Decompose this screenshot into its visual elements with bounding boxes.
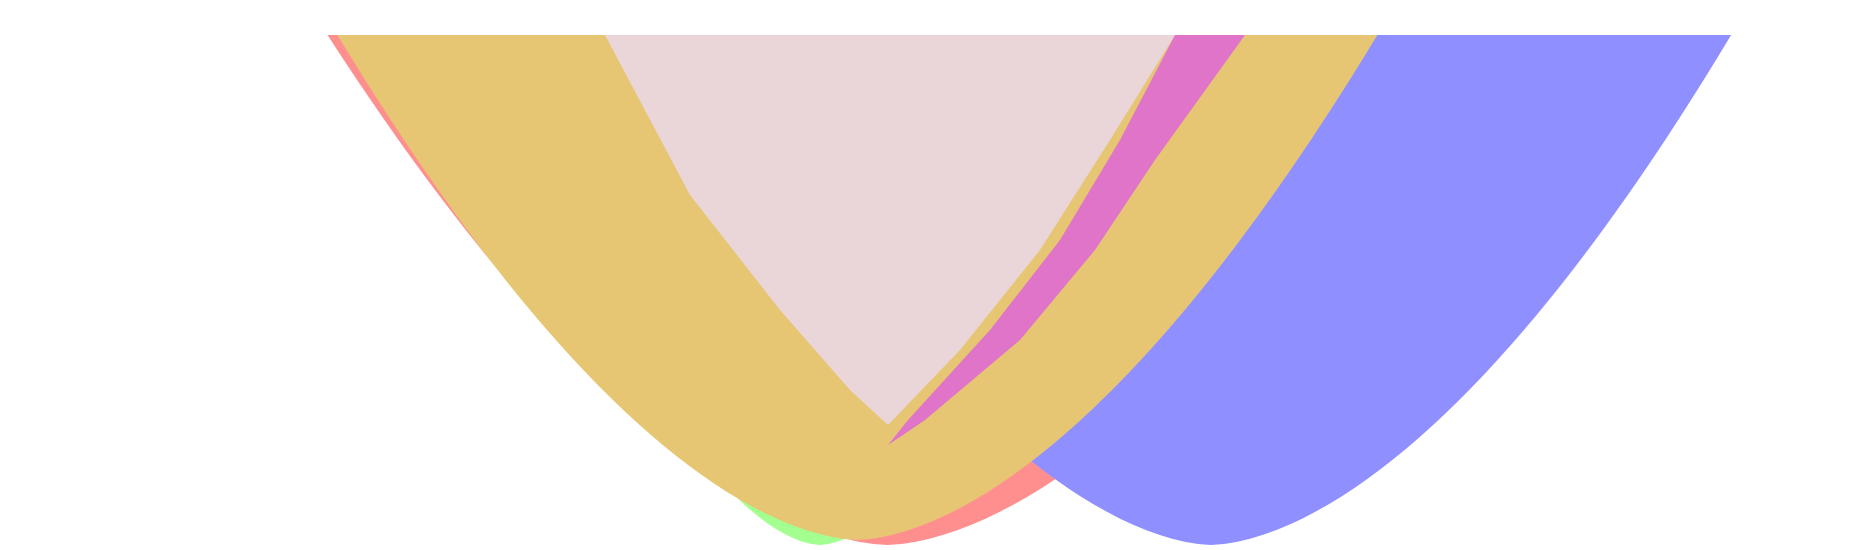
top-margin [0,0,1859,35]
band-magenta-overlap [888,35,1245,445]
band-pink [605,35,1175,425]
